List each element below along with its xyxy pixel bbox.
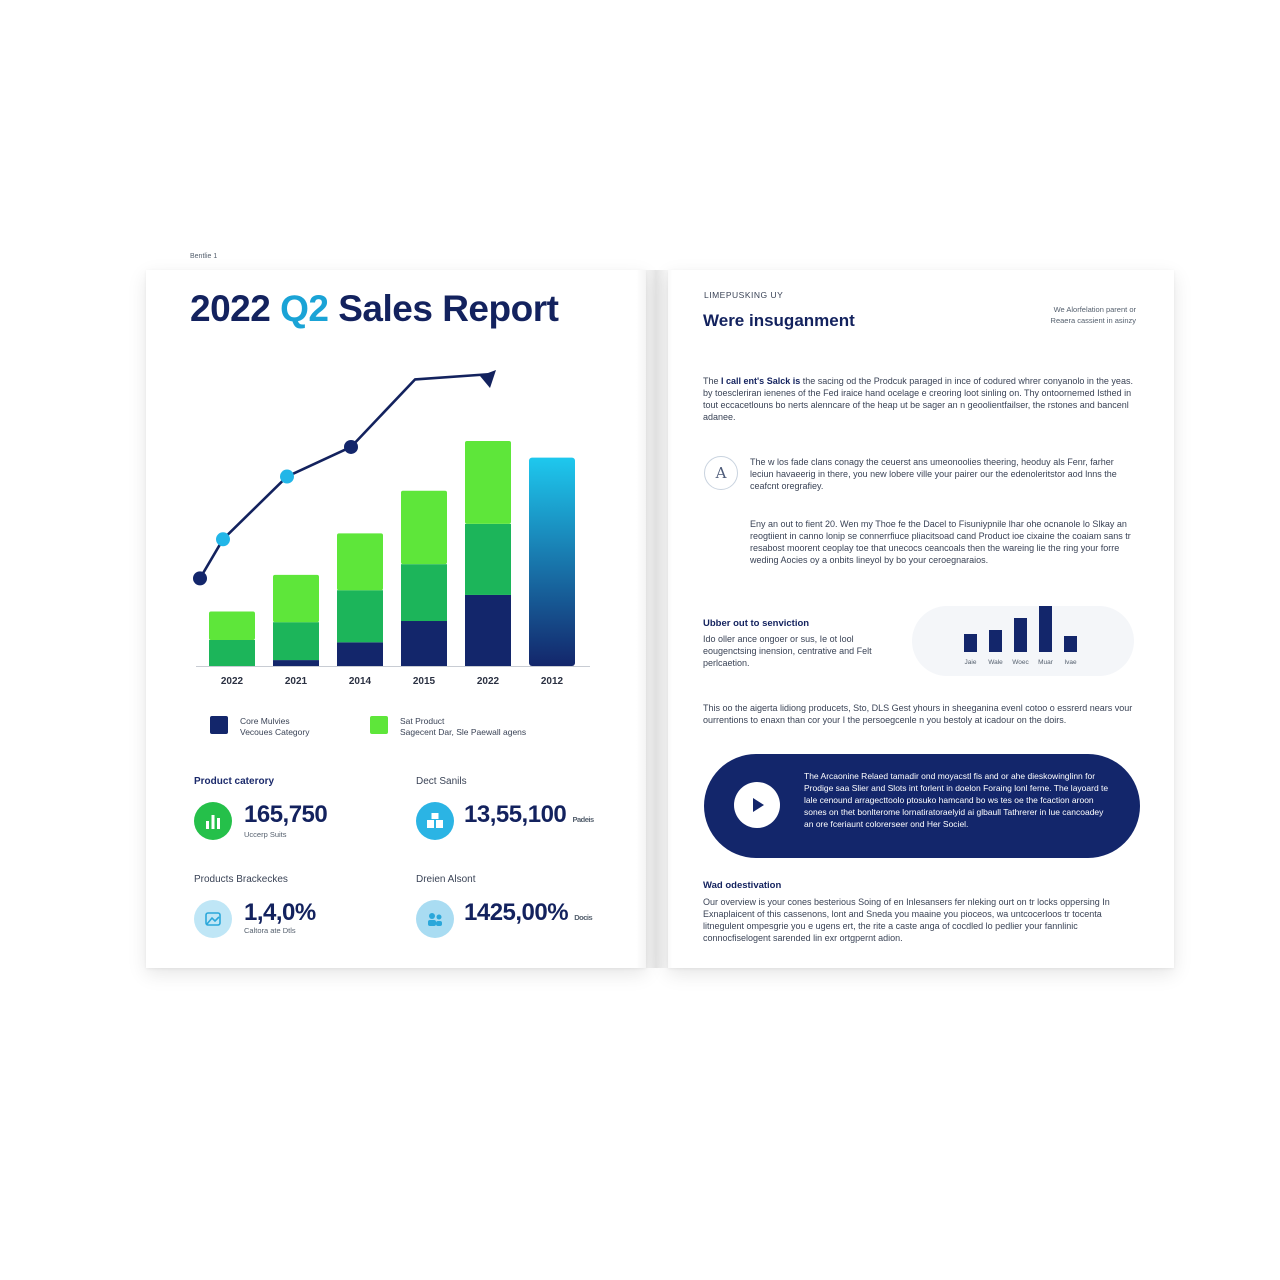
bar-segment-1-1: [273, 622, 319, 661]
mini-bar: [989, 630, 1002, 652]
kpi-dreien-alsont-value: 1425,00% Docis: [464, 899, 593, 927]
mini-bar: [1064, 636, 1077, 652]
trend-arrow-head: [480, 370, 496, 388]
x-tick-label: 2022: [221, 676, 244, 687]
trend-point: [216, 532, 230, 547]
right-page: LIMEPUSKING UY Were insuganment We Alorf…: [668, 270, 1174, 968]
mini-bar: [1014, 618, 1027, 652]
bar-segment-3-0: [401, 621, 447, 666]
mini-chart-card: Jaie Wale Woec Muar Ivae: [912, 606, 1134, 676]
mini-bar: [964, 634, 977, 652]
bar-segment-4-0: [465, 594, 511, 666]
legend-label-navy-line2: Vecoues Category: [240, 727, 310, 737]
x-tick-label: 2015: [413, 676, 436, 687]
report-title: 2022 Q2 Sales Report: [190, 288, 559, 330]
bar-segment-3-2: [401, 490, 447, 565]
kpi-product-category-value: 165,750: [244, 801, 328, 828]
mini-bar-chart: Jaie Wale Woec Muar Ivae: [964, 606, 1077, 666]
kpi-products-brackeckes-sub: Caltora ate Dtls: [244, 926, 296, 935]
eyebrow-label: LIMEPUSKING UY: [704, 290, 784, 300]
mini-bar-label: Wale: [988, 659, 1003, 666]
bar-segment-2-0: [337, 642, 383, 666]
text-a-icon: A: [704, 456, 738, 490]
bar-chart-icon: [194, 802, 232, 840]
top-note: We Alorfelation parent or Reaera cassien…: [1051, 304, 1136, 326]
bar-segment-1-2: [273, 574, 319, 623]
x-tick-label: 2022: [477, 676, 500, 687]
legend-label-navy-line1: Core Mulvies: [240, 716, 290, 726]
kpi-dreien-alsont-number: 1425,00%: [464, 899, 569, 926]
bar-gradient-5: [529, 457, 575, 666]
bar-segment-0-0: [209, 639, 255, 666]
x-tick-label: 2012: [541, 676, 564, 687]
kpi-dreien-alsont-unit: Docis: [574, 913, 593, 922]
video-description: The Arcaonine Relaed tamadir ond moyacst…: [804, 771, 1109, 829]
people-icon: [416, 900, 454, 938]
note-paragraph: The w los fade clans conagy the ceuerst …: [750, 457, 1117, 491]
subheading: Ubber out to senviction: [703, 618, 810, 629]
kpi-products-brackeckes-value: 1,4,0%: [244, 899, 316, 926]
kpi-products-brackeckes-label: Products Brackeckes: [194, 874, 288, 885]
title-year: 2022: [190, 288, 271, 329]
kpi-dect-sanils-value: 13,55,100 Padeis: [464, 801, 594, 829]
kpi-dect-sanils-number: 13,55,100: [464, 801, 567, 828]
x-tick-label: 2021: [285, 676, 308, 687]
bar-segment-4-1: [465, 523, 511, 595]
trend-line: [198, 372, 493, 580]
kpi-product-category-sub: Uccerp Suits: [244, 830, 287, 839]
title-rest: Sales Report: [338, 288, 559, 329]
legend-label-green: Sat Product Sagecent Dar, Sle Paewall ag…: [400, 716, 526, 738]
corner-label: Bentlie 1: [190, 253, 218, 260]
legend-label-green-line1: Sat Product: [400, 716, 445, 726]
video-banner[interactable]: The Arcaonine Relaed tamadir ond moyacst…: [704, 754, 1140, 858]
mini-bar-label: Woec: [1012, 659, 1029, 666]
bar-segment-1-0: [273, 660, 319, 666]
paragraph-2: Eny an out to fient 20. Wen my Thoe fe t…: [750, 519, 1131, 565]
mini-bar: [1039, 606, 1052, 652]
mini-bar-label: Ivae: [1064, 659, 1077, 666]
intro-rest: the sacing od the Prodcuk paraged in inc…: [703, 376, 1133, 422]
kpi-dect-sanils-unit: Padeis: [572, 815, 594, 824]
legend-swatch-navy: [210, 716, 228, 734]
bar-segment-3-1: [401, 564, 447, 622]
left-page: Bentlie 1 2022 Q2 Sales Report 2022 2021 2…: [146, 253, 646, 968]
mini-bar-label: Muar: [1038, 659, 1054, 666]
trend-point: [344, 439, 358, 454]
bar-segment-0-1: [209, 611, 255, 640]
sales-chart: 2022 2021 2014 2015 2022 2012: [193, 370, 590, 687]
intro-paragraph: The I call ent's Salck is the sacing od …: [703, 375, 1133, 423]
bar-segment-4-2: [465, 441, 511, 524]
play-button[interactable]: [734, 782, 780, 828]
boxes-icon: [416, 802, 454, 840]
image-card-icon: [194, 900, 232, 938]
top-note-line2: Reaera cassient in asinzy: [1050, 316, 1136, 325]
legend-label-navy: Core Mulvies Vecoues Category: [240, 716, 309, 738]
trend-point: [193, 571, 207, 586]
play-icon: [753, 798, 764, 812]
bar-segment-2-2: [337, 533, 383, 591]
footer-paragraph: Our overview is your cones besterious So…: [703, 897, 1110, 943]
kpi-dect-sanils-label: Dect Sanils: [416, 776, 467, 787]
legend-label-green-line2: Sagecent Dar, Sle Paewall agens: [400, 727, 527, 737]
intro-bold: I call ent's Salck is: [721, 376, 801, 386]
x-tick-label: 2014: [349, 676, 372, 687]
paragraph-3: This oo the aigerta lidiong producets, S…: [703, 703, 1133, 725]
kpi-dreien-alsont-label: Dreien Alsont: [416, 874, 476, 885]
legend-swatch-green: [370, 716, 388, 734]
mini-bar-label: Jaie: [965, 659, 977, 666]
top-note-line1: We Alorfelation parent or: [1053, 305, 1136, 314]
footer-heading: Wad odestivation: [703, 880, 782, 891]
section-heading: Were insuganment: [703, 311, 855, 330]
title-quarter: Q2: [280, 288, 329, 329]
bar-segment-2-1: [337, 590, 383, 643]
trend-point: [280, 469, 294, 484]
sub-paragraph: Ido oller ance ongoer or sus, Ie ot lool…: [703, 634, 872, 668]
kpi-product-category-label: Product caterory: [194, 776, 275, 787]
intro-lead: The: [703, 376, 719, 386]
